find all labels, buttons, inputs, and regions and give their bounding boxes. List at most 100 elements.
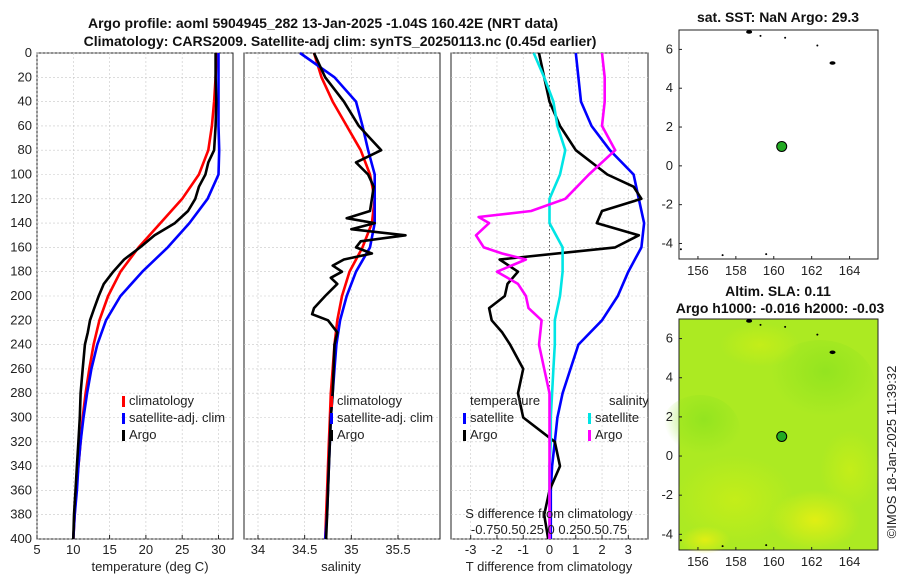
y-tick-label: 100 (10, 167, 32, 182)
x-tick-label: 3 (625, 542, 632, 557)
island-coastline (765, 253, 768, 256)
legend-satellite-adj-clim: satellite-adj. clim (337, 410, 433, 425)
legend-title-salinity: salinity (609, 393, 649, 408)
map-y-tick-label: -4 (661, 235, 673, 250)
x-tick-label: 20 (139, 542, 153, 557)
legend-swatch-argo (122, 430, 125, 441)
map-y-tick-label: 6 (666, 41, 673, 56)
legend-satellite-adj-clim: satellite-adj. clim (129, 410, 225, 425)
series-line-argo (310, 52, 407, 540)
salinity-panel: 34 34.5 35 35.5 salinity climatology satell… (243, 51, 441, 574)
series-line-t-argo (487, 52, 643, 540)
island-coastline (721, 545, 724, 548)
map-x-tick-label: 164 (839, 263, 861, 278)
island-coastline (829, 61, 836, 65)
map-y-tick-label: -4 (661, 526, 673, 541)
y-tick-label: 160 (10, 239, 32, 254)
y-tick-label: 240 (10, 337, 32, 352)
map-y-tick-label: -2 (661, 487, 673, 502)
y-tick-label: 20 (18, 69, 32, 84)
temperature-panel: 0 20 40 60 80 100 120 140 160 180 200 220 240 260 280 3… (10, 45, 234, 574)
y-tick-label: 380 (10, 507, 32, 522)
y-tick-label: 280 (10, 385, 32, 400)
depth-tick-labels: 0 20 40 60 80 100 120 140 160 180 200 220 240 260 280 3… (10, 45, 32, 546)
map-y-tick-label: 2 (666, 409, 673, 424)
island-coastline (784, 325, 787, 328)
island-coastline (816, 333, 819, 336)
difference-xlabel: T difference from climatology (466, 559, 633, 574)
y-tick-label: 200 (10, 288, 32, 303)
sla-map-title-2: Argo h1000: -0.016 h2000: -0.03 (676, 300, 885, 316)
map-x-tick-label: 160 (763, 554, 785, 569)
map-x-tick-label: 156 (687, 554, 709, 569)
y-tick-label: 0 (25, 45, 32, 60)
island-coastline (816, 44, 819, 47)
x-tick-label: -2 (491, 542, 503, 557)
sla-field (660, 323, 880, 554)
x-tick-label: 34.5 (292, 542, 317, 557)
island-coastline (679, 248, 682, 251)
island-coastline (829, 350, 836, 355)
temperature-legend: climatology satellite-adj. clim Argo (122, 393, 225, 442)
s-difference-tick-labels: -0.750.50.25 0 0.250.50.75 (471, 522, 627, 537)
difference-panel: -3 -2 -1 0 1 2 3 T difference from climatology… (450, 52, 649, 574)
x-tick-label: 35 (344, 542, 358, 557)
y-tick-label: 300 (10, 410, 32, 425)
x-tick-label: 34 (251, 542, 265, 557)
x-tick-label: 15 (102, 542, 116, 557)
x-tick-label: -1 (517, 542, 529, 557)
map-x-tick-label: 162 (801, 554, 823, 569)
legend-s-satellite: satellite (595, 410, 639, 425)
island-coastline (679, 539, 682, 542)
island-coastline (759, 323, 762, 326)
island-coastline (721, 254, 724, 257)
x-tick-label: 10 (66, 542, 80, 557)
island-coastline (746, 30, 753, 34)
legend-argo: Argo (337, 427, 364, 442)
sla-map-title-1: Altim. SLA: 0.11 (725, 283, 831, 299)
legend-swatch-t-satellite (463, 413, 466, 424)
legend-argo: Argo (129, 427, 156, 442)
map-x-tick-label: 158 (725, 554, 747, 569)
y-tick-label: 180 (10, 264, 32, 279)
map-x-tick-label: 158 (725, 263, 747, 278)
sla-patch (720, 323, 800, 367)
imos-credit: ©IMOS 18-Jan-2025 11:39:32 (884, 366, 899, 539)
sst-map-panel: sat. SST: NaN Argo: 29.3 156 158 160 162 164… (661, 9, 879, 278)
legend-swatch-s-satellite (588, 413, 591, 424)
y-tick-label: 40 (18, 94, 32, 109)
series-line-satellite-adj-clim (72, 53, 221, 540)
difference-legend: temperature satellite Argo salinity sate… (463, 393, 649, 442)
sla-patch (680, 526, 730, 554)
y-tick-label: 360 (10, 482, 32, 497)
map-x-tick-label: 164 (839, 554, 861, 569)
x-tick-label: -3 (465, 542, 477, 557)
sla-patch (765, 340, 875, 430)
map-y-tick-label: 6 (666, 331, 673, 346)
y-tick-label: 340 (10, 458, 32, 473)
map-y-tick-label: 0 (666, 158, 673, 173)
y-tick-label: 260 (10, 361, 32, 376)
title-line-1: Argo profile: aoml 5904945_282 13-Jan-20… (88, 15, 558, 31)
x-tick-label: 30 (211, 542, 225, 557)
map-y-tick-label: 2 (666, 119, 673, 134)
s-difference-xlabel: S difference from climatology (465, 506, 633, 521)
map-y-tick-label: 4 (666, 80, 673, 95)
y-tick-label: 140 (10, 215, 32, 230)
series-line-argo (72, 53, 218, 540)
sla-patch (675, 455, 795, 545)
legend-swatch-satellite (330, 413, 333, 424)
argo-position-marker (776, 430, 788, 442)
x-tick-label: 2 (598, 542, 605, 557)
legend-swatch-t-argo (463, 430, 466, 441)
island-coastline (746, 319, 753, 323)
y-tick-label: 400 (10, 531, 32, 546)
legend-swatch-satellite (122, 413, 125, 424)
x-tick-label: 35.5 (385, 542, 410, 557)
map-x-tick-label: 162 (801, 263, 823, 278)
legend-climatology: climatology (129, 393, 195, 408)
legend-swatch-argo (330, 430, 333, 441)
y-tick-label: 60 (18, 118, 32, 133)
x-tick-label: 25 (175, 542, 189, 557)
